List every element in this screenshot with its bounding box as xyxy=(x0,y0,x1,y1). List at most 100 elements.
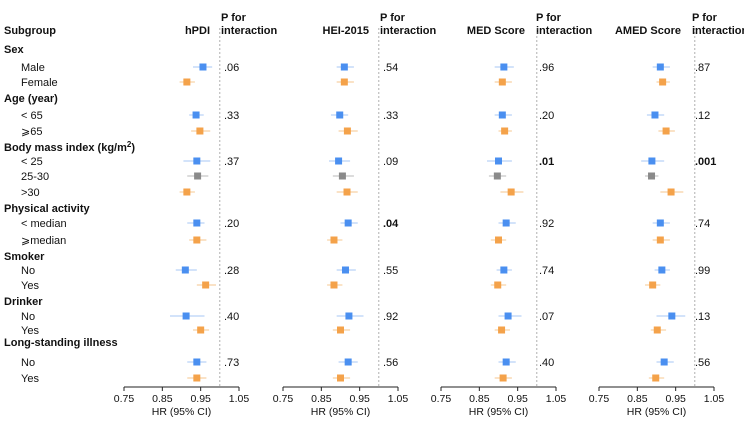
hr-marker xyxy=(502,219,510,227)
tick-label: 1.05 xyxy=(229,393,250,405)
panel-4: 0.75 0.85 0.95 1.05 HR (95% CI) .87 .12 .001 .74… xyxy=(589,28,725,418)
hr-marker xyxy=(500,63,508,71)
hr-marker xyxy=(202,281,210,289)
subgroup-label: < 25 xyxy=(21,156,43,168)
p-value: .92 xyxy=(539,218,554,230)
subgroup-label: No xyxy=(21,311,35,323)
p-header-line1: P for xyxy=(692,12,718,24)
subgroup-label: Male xyxy=(21,62,45,74)
subgroup-label: No xyxy=(21,265,35,277)
p-header-line2: interaction xyxy=(380,25,437,37)
p-value: .33 xyxy=(224,110,239,122)
p-value: .20 xyxy=(539,110,554,122)
hr-marker xyxy=(343,188,351,196)
p-value: .55 xyxy=(383,265,398,277)
hr-marker xyxy=(662,127,670,135)
hr-marker xyxy=(656,63,664,71)
subgroup-label: ⩾median xyxy=(21,235,66,247)
tick-label: 0.75 xyxy=(589,393,610,405)
p-value: .73 xyxy=(224,357,239,369)
tick-label: 1.05 xyxy=(388,393,409,405)
p-value: .04 xyxy=(383,218,399,230)
hr-marker xyxy=(658,266,666,274)
hr-marker xyxy=(648,172,656,180)
tick-label: 0.75 xyxy=(273,393,294,405)
hr-marker xyxy=(181,266,189,274)
hr-marker xyxy=(345,312,353,320)
hr-marker xyxy=(183,188,191,196)
hr-marker xyxy=(667,188,675,196)
panel-1: 0.75 0.85 0.95 1.05 HR (95% CI) .06 .33 .37 .20.… xyxy=(114,28,250,418)
axis-label: HR (95% CI) xyxy=(311,406,371,418)
tick-label: 1.05 xyxy=(704,393,725,405)
hr-marker xyxy=(193,358,201,366)
hr-marker xyxy=(340,78,348,86)
hr-marker xyxy=(192,111,200,119)
p-header-line1: P for xyxy=(536,12,562,24)
p-header-line1: P for xyxy=(380,12,406,24)
panel-title: MED Score xyxy=(467,25,525,37)
hr-marker xyxy=(500,266,508,274)
subgroup-label: No xyxy=(21,357,35,369)
hr-marker xyxy=(337,374,344,382)
hr-marker xyxy=(330,281,338,289)
hr-marker xyxy=(652,374,660,382)
p-value: .74 xyxy=(539,265,554,277)
hr-marker xyxy=(507,188,515,196)
p-value: .37 xyxy=(224,156,239,168)
p-value: .33 xyxy=(383,110,398,122)
p-value: .74 xyxy=(695,218,710,230)
hr-marker xyxy=(199,63,207,71)
hr-marker xyxy=(656,219,664,227)
hr-marker xyxy=(193,157,201,165)
hr-marker xyxy=(335,157,343,165)
p-value: .28 xyxy=(224,265,239,277)
axis-label: HR (95% CI) xyxy=(627,406,687,418)
hr-marker xyxy=(183,78,191,86)
hr-marker xyxy=(341,266,349,274)
hr-marker xyxy=(344,219,352,227)
p-header-line2: interaction xyxy=(221,25,278,37)
hr-marker xyxy=(659,78,667,86)
subgroup-label: >30 xyxy=(21,187,40,199)
hr-marker xyxy=(494,281,502,289)
p-value: .56 xyxy=(695,357,710,369)
hr-marker xyxy=(668,312,676,320)
p-value: .01 xyxy=(539,156,554,168)
group-label: Smoker xyxy=(4,251,45,263)
subgroup-label: Female xyxy=(21,77,58,89)
hr-marker xyxy=(344,358,352,366)
p-value: .56 xyxy=(383,357,398,369)
hr-marker xyxy=(501,127,509,135)
p-value: .40 xyxy=(539,357,554,369)
p-header-line1: P for xyxy=(221,12,247,24)
tick-label: 1.05 xyxy=(546,393,567,405)
p-value: .20 xyxy=(224,218,239,230)
p-value: .09 xyxy=(383,156,398,168)
hr-marker xyxy=(330,236,338,244)
hr-marker xyxy=(660,358,668,366)
p-value: .13 xyxy=(695,311,710,323)
p-value: .12 xyxy=(695,110,710,122)
hr-marker xyxy=(336,111,344,119)
hr-marker xyxy=(193,236,201,244)
group-label: Physical activity xyxy=(4,203,90,215)
group-label: Long-standing illness xyxy=(4,337,118,349)
hr-marker xyxy=(651,111,659,119)
hr-marker xyxy=(502,358,510,366)
tick-label: 0.75 xyxy=(431,393,452,405)
p-value: .87 xyxy=(695,62,710,74)
tick-label: 0.95 xyxy=(665,393,686,405)
axis-label: HR (95% CI) xyxy=(469,406,529,418)
hr-marker xyxy=(196,127,204,135)
hr-marker xyxy=(498,111,506,119)
panel-title: AMED Score xyxy=(615,25,681,37)
hr-marker xyxy=(193,374,201,382)
forest-panels: 0.75 0.85 0.95 1.05 HR (95% CI) .06 .33 .37 .20.… xyxy=(114,28,725,418)
tick-label: 0.95 xyxy=(349,393,370,405)
hr-marker xyxy=(498,78,506,86)
p-value: .40 xyxy=(224,311,239,323)
group-label: Body mass index (kg/m2) xyxy=(4,140,135,154)
subgroup-label: Yes xyxy=(21,325,39,337)
